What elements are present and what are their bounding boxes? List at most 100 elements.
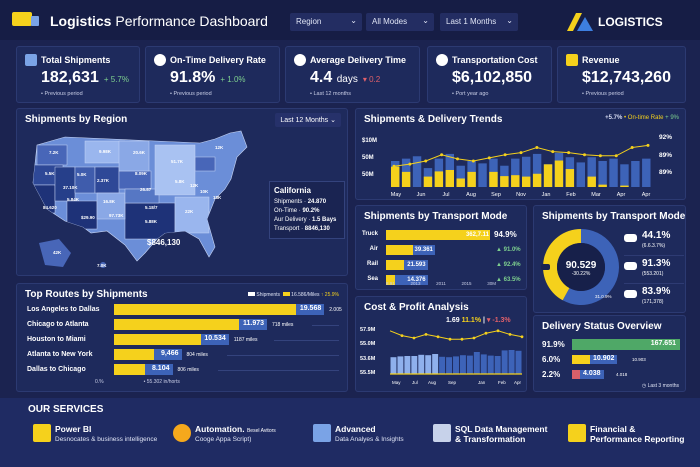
delivered-bar [423,176,433,187]
mode-row[interactable]: Truck 362,7.11 94.9% [356,230,528,241]
cost-bar [515,350,522,374]
status-row[interactable]: 2.2% 4.038 4.018 [534,369,687,381]
route-miles: 806 miles [177,367,199,373]
mode-bar [386,260,404,270]
truck-icon [25,54,37,66]
service-title: Financial & [590,424,636,434]
trend-change: +5.7% [605,115,623,121]
y-tick-label: $10M [362,138,377,144]
route-value: 10.534 [200,334,229,345]
shipments-bar [478,163,487,187]
x-tick-label: Sep [448,380,457,385]
state-value-label: 2.37K [97,178,110,183]
state-region [54,166,76,202]
status-row[interactable]: 91.9% 167.651 [534,339,687,351]
route-row[interactable]: Houston to Miami 10.534 1187 miles [17,334,349,346]
timer-icon [294,54,306,66]
share-sub: (6.6.3.7%) [642,243,666,249]
period-filter[interactable]: Last 1 Months ⌄ [440,13,518,31]
route-row[interactable]: Chicago to Atlanta 11.973 718 miles [17,319,349,331]
route-row[interactable]: Los Angeles to Dallas 19.568 2.005 [17,304,349,316]
x-tick-label: 2013 [410,281,421,286]
axis-start: 0.% [95,379,104,385]
cost-bar [459,355,466,374]
service-desc: Performance Reporting [590,434,685,444]
shipments-bar [456,165,465,187]
kpi-subtitle: • Previous period [582,91,624,97]
car-icon [541,264,550,270]
mode-row[interactable]: Sea 14.376 ▲ 63.5% [356,275,528,286]
ontime-point [614,154,618,158]
state-region [124,188,160,204]
us-map[interactable]: 7.2K 5.5K 9.98K 20.6K 5.0K 2.37K 8.09K 37.10K 5.… [25,127,265,275]
share-sub: (171,378) [642,299,664,305]
brand-name: LOGISTICS [598,15,663,29]
route-row[interactable]: Atlanta to New York 9,466 804 miles [17,349,349,361]
status-bar: 167.651 [572,339,680,350]
cost-bar [432,354,439,374]
mode-filter[interactable]: All Modes ⌄ [366,13,434,31]
tooltip-key: On-Time [274,208,298,214]
app-title: Logistics Performance Dashboard [50,13,268,29]
donut-center-value: 90.529 [566,260,597,271]
x-tick-label: Sep [491,192,501,198]
car-icon [624,234,637,242]
truck-logo-icon [12,12,39,26]
panel-title: Shipments by Region [25,114,128,125]
mode-share-item: 44.1% (6.6.3.7%) [624,230,684,256]
route-value: 9,466 [153,349,182,360]
route-bar [114,319,249,330]
state-value-label: 84.620 [43,205,57,210]
x-tick-label: Jan [478,380,486,385]
tooltip-state: California [274,186,311,195]
mode-row[interactable]: Air 39.361 ▲ 91.0% [356,245,528,256]
mode-pct: ▲ 92.4% [496,262,521,268]
x-tick-label: 2011 [436,281,446,286]
money-bag-icon [436,54,448,66]
state-value-label: 42K [53,250,62,255]
service-item[interactable]: Financial & Performance Reporting [568,424,685,444]
shipments-bar [522,156,531,187]
mode-share-item: 91.3% (553.201) [624,258,684,284]
status-value: 10.902 [590,355,618,364]
mode-value: 39.361 [414,247,433,253]
delivered-bar [511,175,520,187]
route-row[interactable]: Dallas to Chicago 8.104 806 miles [17,364,349,376]
map-period-dropdown[interactable]: Last 12 Months ⌄ [275,113,341,127]
service-item[interactable]: Advanced Data Analyes & Insights [313,424,404,443]
state-value-label: 7.0K [97,263,107,268]
y-tick-label: 55.0M [360,341,376,347]
kpi-subtitle: • Last 12 months [310,91,352,97]
cost-ratio: 1.69 [446,317,460,324]
state-region [118,140,150,172]
x-tick-label: 2015 [461,281,472,286]
mode-row[interactable]: Rail 21.593 ▲ 92.4% [356,260,528,271]
service-desc: Data Analyes & Insights [335,436,404,443]
mode-bar [386,245,413,255]
cost-bar [453,356,459,374]
route-miles: 804 miles [186,352,208,358]
mode-pct: ▲ 63.5% [496,277,521,283]
donut-chart: 90.529-30.22% 31.0.9% [541,229,619,305]
status-row[interactable]: 6.0% 10.902 10.903 [534,354,687,366]
service-item[interactable]: Automation. Besel Avitors Cooge Appa Scr… [173,424,276,443]
cost-bar [390,357,397,374]
ontime-point [440,153,444,157]
ontime-point [646,143,650,147]
delivered-bar [532,173,542,187]
cost-bar [466,355,473,374]
ontime-point [598,154,602,158]
service-tag: Besel Avitors [246,428,276,434]
cost-change: ▾ -1.3% [486,317,511,324]
state-value-label: 8.09K [135,171,148,176]
region-filter[interactable]: Region ⌄ [290,13,362,31]
x-tick-label: Feb [498,380,506,385]
shipments-bar [576,162,585,187]
share-pct: 44.1% [642,230,671,241]
route-miles: 2.005 [329,307,342,313]
profit-line [389,330,523,340]
service-item[interactable]: Power BI Desnocates & business intellige… [33,424,157,443]
service-item[interactable]: SQL Data Management & Transformation [433,424,547,444]
mode-label: Truck [361,231,378,237]
ontime-point [630,145,634,149]
